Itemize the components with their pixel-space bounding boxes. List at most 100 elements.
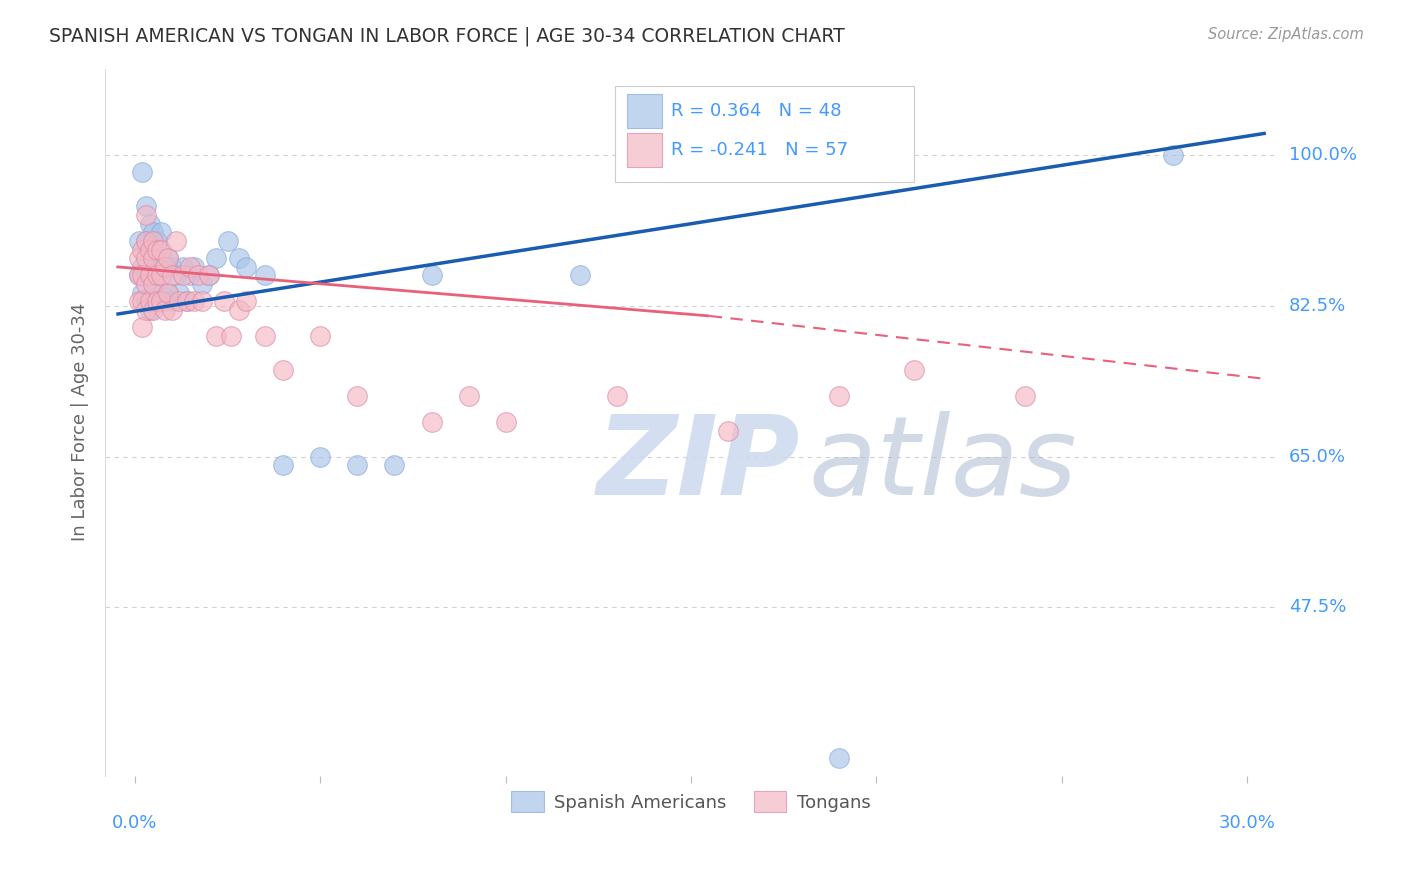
Point	[135, 277, 157, 291]
Point	[146, 268, 169, 283]
Point	[183, 260, 205, 274]
Point	[157, 251, 180, 265]
Text: Source: ZipAtlas.com: Source: ZipAtlas.com	[1208, 27, 1364, 42]
Point	[309, 328, 332, 343]
Point	[568, 268, 591, 283]
Point	[183, 294, 205, 309]
Point	[346, 458, 368, 472]
Point	[219, 328, 242, 343]
Point	[228, 302, 250, 317]
Point	[179, 268, 201, 283]
FancyBboxPatch shape	[627, 133, 662, 167]
Point	[420, 415, 443, 429]
Point	[169, 294, 191, 309]
Point	[138, 302, 160, 317]
Point	[149, 268, 172, 283]
Point	[157, 285, 180, 300]
Text: 100.0%: 100.0%	[1289, 145, 1357, 164]
Point	[146, 243, 169, 257]
Point	[157, 251, 180, 265]
Point	[160, 294, 183, 309]
Point	[903, 363, 925, 377]
Point	[172, 260, 194, 274]
Point	[142, 251, 165, 265]
Point	[309, 450, 332, 464]
Point	[235, 260, 257, 274]
Point	[828, 389, 851, 403]
Point	[346, 389, 368, 403]
Text: SPANISH AMERICAN VS TONGAN IN LABOR FORCE | AGE 30-34 CORRELATION CHART: SPANISH AMERICAN VS TONGAN IN LABOR FORC…	[49, 27, 845, 46]
Point	[138, 268, 160, 283]
Point	[153, 260, 176, 274]
Point	[128, 251, 150, 265]
Point	[146, 294, 169, 309]
Point	[157, 285, 180, 300]
Point	[128, 268, 150, 283]
Point	[138, 217, 160, 231]
Text: 0.0%: 0.0%	[112, 814, 157, 832]
Point	[135, 294, 157, 309]
Point	[135, 251, 157, 265]
Point	[135, 268, 157, 283]
Point	[131, 243, 153, 257]
Legend: Spanish Americans, Tongans: Spanish Americans, Tongans	[503, 784, 879, 820]
Point	[271, 458, 294, 472]
Point	[176, 294, 198, 309]
Point	[138, 243, 160, 257]
Point	[495, 415, 517, 429]
Point	[228, 251, 250, 265]
Point	[212, 294, 235, 309]
Point	[271, 363, 294, 377]
Point	[165, 234, 187, 248]
Point	[128, 234, 150, 248]
Point	[146, 294, 169, 309]
Point	[149, 294, 172, 309]
Point	[717, 424, 740, 438]
Point	[149, 243, 172, 257]
Point	[135, 234, 157, 248]
Point	[149, 225, 172, 239]
Text: 65.0%: 65.0%	[1289, 448, 1346, 466]
Point	[606, 389, 628, 403]
Point	[135, 234, 157, 248]
Point	[138, 268, 160, 283]
Text: 30.0%: 30.0%	[1219, 814, 1275, 832]
Point	[135, 302, 157, 317]
Point	[135, 208, 157, 222]
Point	[160, 268, 183, 283]
Point	[179, 260, 201, 274]
FancyBboxPatch shape	[627, 94, 662, 128]
Point	[205, 328, 228, 343]
Point	[142, 302, 165, 317]
Point	[169, 285, 191, 300]
Y-axis label: In Labor Force | Age 30-34: In Labor Force | Age 30-34	[72, 302, 89, 541]
Point	[135, 199, 157, 213]
Point	[160, 260, 183, 274]
Text: atlas: atlas	[808, 411, 1077, 518]
Point	[172, 268, 194, 283]
Point	[146, 234, 169, 248]
Point	[1161, 147, 1184, 161]
Text: 47.5%: 47.5%	[1289, 599, 1346, 616]
Point	[160, 302, 183, 317]
Point	[253, 268, 276, 283]
Point	[165, 268, 187, 283]
Point	[420, 268, 443, 283]
Point	[142, 225, 165, 239]
Text: R = 0.364   N = 48: R = 0.364 N = 48	[671, 102, 842, 120]
Point	[142, 285, 165, 300]
Point	[149, 260, 172, 274]
Point	[146, 260, 169, 274]
Point	[457, 389, 479, 403]
Point	[198, 268, 221, 283]
Point	[131, 285, 153, 300]
Text: ZIP: ZIP	[598, 411, 801, 518]
Point	[131, 294, 153, 309]
Point	[142, 277, 165, 291]
Point	[198, 268, 221, 283]
Point	[131, 165, 153, 179]
Point	[1014, 389, 1036, 403]
Point	[149, 285, 172, 300]
Point	[153, 260, 176, 274]
Point	[217, 234, 239, 248]
